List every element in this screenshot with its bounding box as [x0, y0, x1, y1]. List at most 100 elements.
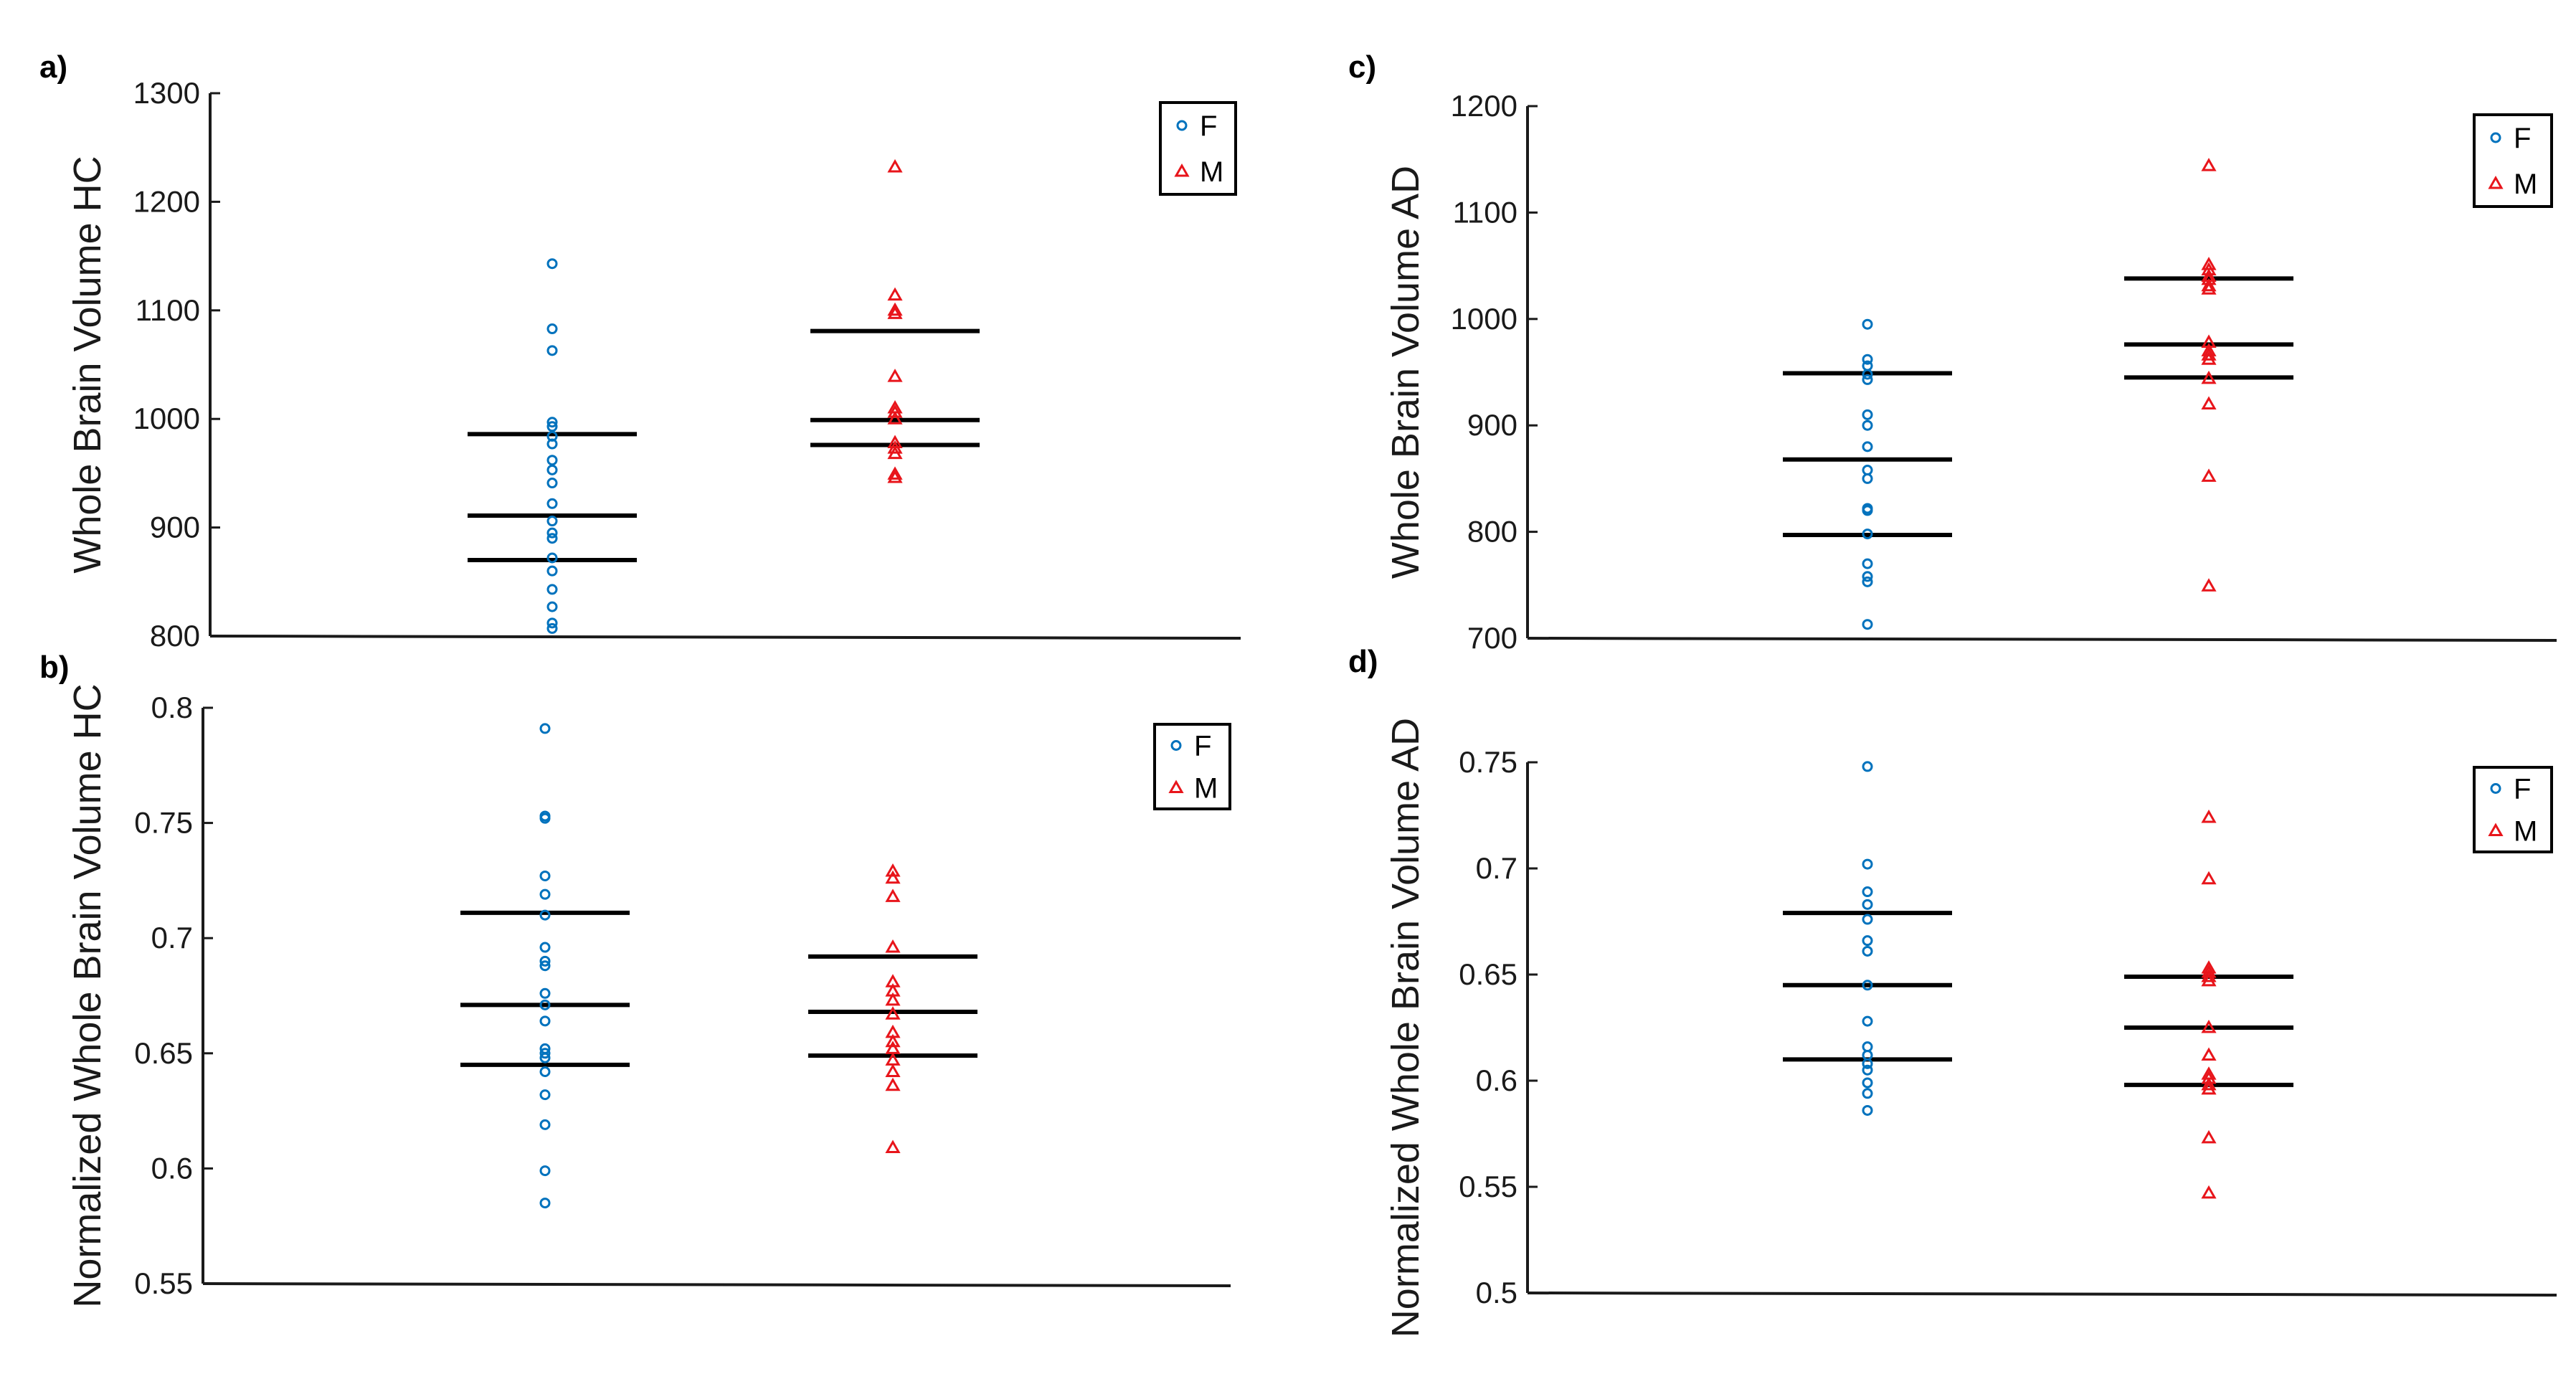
data-point-m — [885, 888, 901, 902]
x-axis — [202, 1282, 1231, 1287]
y-tick-label: 1000 — [1451, 302, 1517, 336]
legend: FM — [2473, 113, 2553, 208]
legend-box — [2473, 113, 2553, 208]
data-point-m — [887, 287, 903, 301]
data-point-f — [546, 478, 558, 489]
data-point-f — [1862, 354, 1873, 365]
data-point-f — [539, 942, 551, 953]
y-axis-label: Whole Brain Volume AD — [1384, 166, 1427, 579]
data-point-f — [539, 1119, 551, 1130]
legend-label-m: M — [2514, 169, 2537, 200]
panel-b: b) 0.55 0.6 0.65 0.7 0.75 0.8 Normalized Whole … — [39, 650, 1231, 1308]
y-tick-label: 0.7 — [1476, 851, 1517, 885]
data-point-f — [539, 1165, 551, 1177]
data-point-f — [546, 552, 558, 564]
data-point-f — [1862, 1088, 1873, 1099]
y-axis-label: Normalized Whole Brain Volume AD — [1384, 718, 1427, 1337]
data-point-f — [1862, 576, 1873, 587]
y-tick-label: 0.75 — [134, 806, 193, 840]
legend-label-m: M — [1194, 773, 1218, 805]
data-point-f — [1862, 1015, 1873, 1027]
data-point-m — [2201, 347, 2217, 361]
legend-marker-m — [2488, 823, 2504, 836]
y-tick-label: 800 — [1467, 515, 1517, 549]
data-point-f — [546, 498, 558, 509]
data-point-f — [1862, 858, 1873, 870]
data-point-f — [546, 533, 558, 544]
y-tick-label: 1000 — [133, 402, 200, 435]
legend-marker-f — [1170, 740, 1182, 751]
data-point-m — [2201, 278, 2217, 292]
legend-box — [1159, 101, 1237, 196]
data-point-m — [887, 305, 903, 319]
data-point-f — [539, 870, 551, 881]
panel-c: c) 700 800 900 1000 1100 1200 Whole Brain Volum… — [1348, 49, 2557, 655]
data-point-m — [2201, 809, 2217, 823]
data-point-f — [546, 345, 558, 356]
data-point-f — [1862, 1064, 1873, 1076]
data-point-f — [546, 601, 558, 612]
legend-label-f: F — [2514, 123, 2531, 154]
data-point-m — [2201, 396, 2217, 410]
data-point-f — [546, 417, 558, 428]
y-tick-label: 1300 — [133, 76, 200, 110]
legend-label-f: F — [2514, 774, 2531, 805]
data-point-m — [885, 1033, 901, 1048]
y-tick-label: 0.55 — [1459, 1170, 1517, 1203]
legend-box — [1153, 723, 1231, 810]
data-point-m — [2201, 1081, 2217, 1095]
data-point-f — [539, 1015, 551, 1027]
data-point-f — [539, 960, 551, 972]
data-point-f — [546, 421, 558, 432]
data-point-f — [1862, 886, 1873, 898]
data-point-m — [885, 1077, 901, 1091]
data-point-f — [539, 909, 551, 921]
legend-label-m: M — [1200, 156, 1223, 188]
data-point-m — [2201, 871, 2217, 885]
y-tick-label: 900 — [1467, 408, 1517, 442]
y-tick-label: 900 — [150, 511, 200, 544]
data-point-f — [1862, 1077, 1873, 1089]
data-point-f — [546, 438, 558, 450]
x-axis — [1527, 637, 2557, 642]
data-point-m — [885, 870, 901, 884]
data-point-f — [1862, 761, 1873, 772]
panel-letter: c) — [1348, 49, 1376, 85]
data-point-f — [1862, 465, 1873, 476]
y-tick-label: 0.7 — [151, 921, 193, 954]
legend-label-f: F — [1200, 110, 1217, 142]
data-point-f — [546, 455, 558, 466]
data-point-f — [539, 1052, 551, 1063]
data-point-m — [2201, 468, 2217, 482]
data-point-f — [1862, 318, 1873, 330]
data-point-f — [1862, 529, 1873, 540]
data-point-m — [2201, 972, 2217, 987]
y-tick-label: 0.6 — [151, 1151, 193, 1185]
data-point-f — [546, 565, 558, 577]
data-point-m — [887, 369, 903, 382]
data-point-m — [887, 440, 903, 454]
legend-marker-m — [1168, 779, 1184, 793]
y-tick-label: 1200 — [133, 184, 200, 218]
legend-marker-m — [1174, 163, 1190, 177]
y-tick-label: 0.6 — [1476, 1063, 1517, 1097]
panel-letter: d) — [1348, 644, 1378, 679]
data-point-f — [1862, 558, 1873, 569]
data-point-f — [1862, 420, 1873, 431]
x-axis — [209, 635, 1241, 640]
data-point-m — [885, 1139, 901, 1153]
legend-marker-f — [2490, 783, 2501, 794]
data-point-f — [546, 258, 558, 270]
data-point-f — [539, 1198, 551, 1209]
y-tick-label: 0.75 — [1459, 745, 1517, 779]
data-point-m — [2201, 1019, 2217, 1033]
data-point-f — [1862, 935, 1873, 947]
data-point-f — [539, 812, 551, 824]
y-axis-label: Normalized Whole Brain Volume HC — [66, 683, 109, 1307]
data-point-m — [887, 445, 903, 460]
legend-marker-f — [2490, 132, 2501, 143]
y-tick-label: 0.65 — [1459, 957, 1517, 991]
y-tick-label: 1100 — [1453, 195, 1517, 229]
data-point-f — [539, 1048, 551, 1059]
